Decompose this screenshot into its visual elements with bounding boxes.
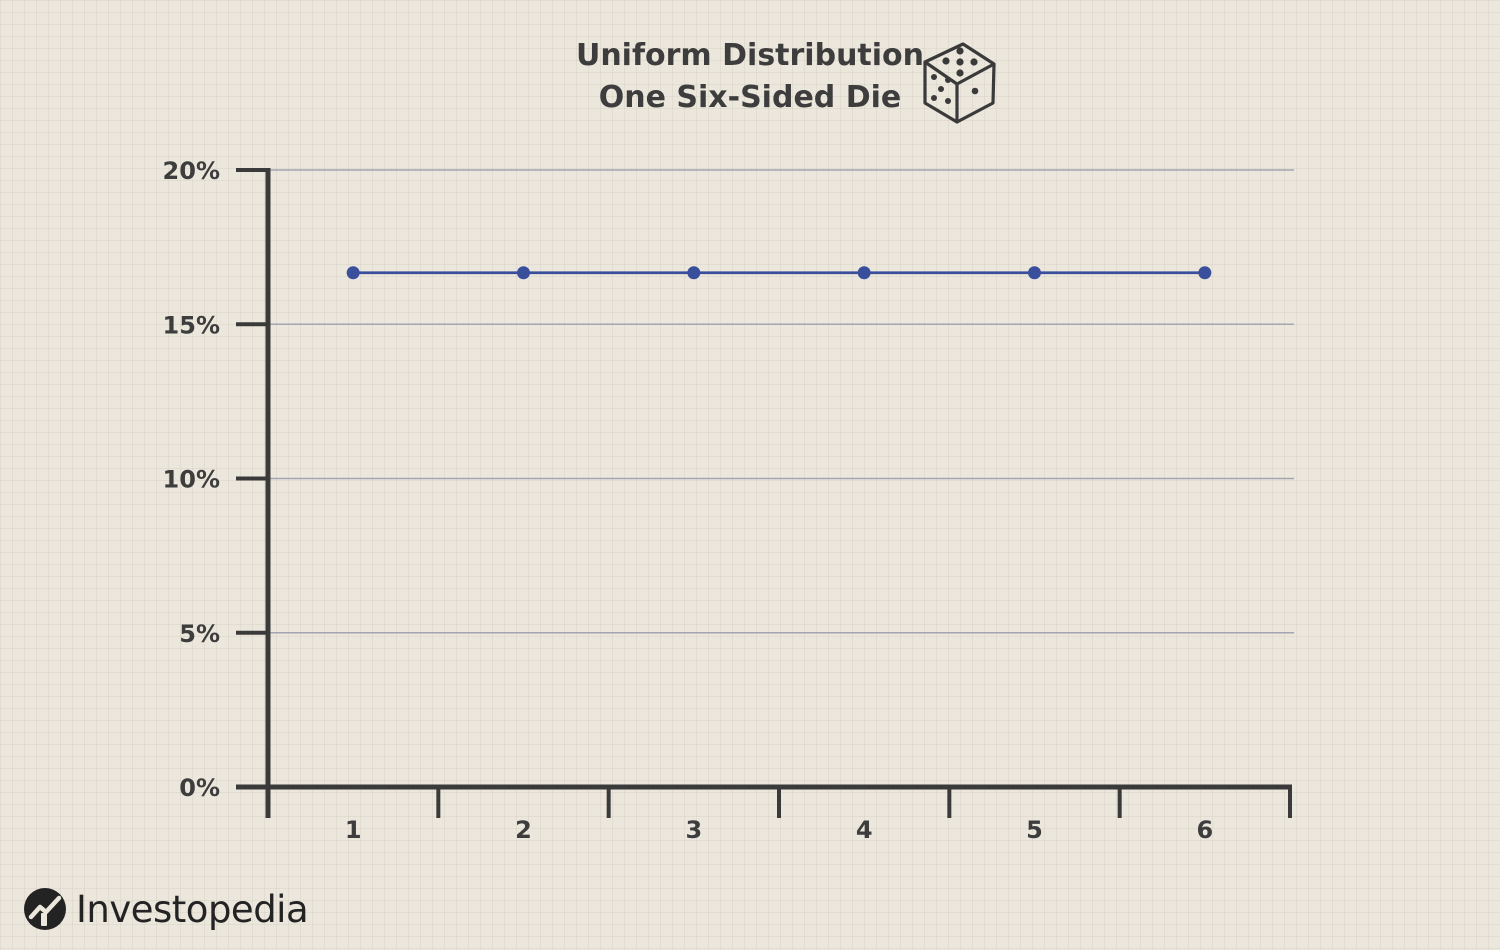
x-tick-label: 6 — [1196, 816, 1213, 844]
data-point — [517, 266, 530, 280]
chart-title: Uniform Distribution — [575, 38, 925, 73]
x-tick-label: 2 — [515, 816, 532, 844]
chart-subtitle: One Six-Sided Die — [598, 80, 902, 115]
y-tick-label: 10% — [163, 466, 220, 494]
data-point — [1198, 266, 1212, 280]
y-tick-label: 0% — [179, 774, 220, 802]
y-tick-label: 20% — [163, 157, 220, 185]
x-tick-label: 4 — [856, 816, 873, 844]
tick-labels: 0% 5% 10% 15% 20% 1 2 3 4 5 6 — [163, 157, 1214, 844]
x-tick-label: 1 — [345, 816, 362, 844]
y-tick-label: 5% — [179, 620, 220, 648]
dice-icon — [923, 42, 996, 124]
investopedia-logo: Investopedia — [22, 882, 309, 936]
x-tick-label: 3 — [685, 816, 702, 844]
y-tick-label: 15% — [163, 311, 220, 339]
axes — [236, 168, 1292, 818]
data-point — [857, 266, 871, 280]
grid-lines — [268, 169, 1294, 634]
brand-name: Investopedia — [76, 887, 309, 931]
data-point — [346, 266, 360, 280]
data-series — [346, 266, 1212, 280]
investopedia-logo-icon — [24, 888, 66, 930]
data-point — [1028, 266, 1041, 280]
data-point — [687, 266, 701, 280]
x-tick-label: 5 — [1026, 816, 1043, 844]
